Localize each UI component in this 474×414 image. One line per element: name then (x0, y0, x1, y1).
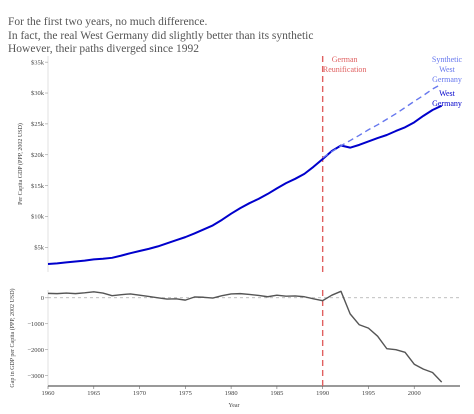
reunification-label: German (332, 55, 358, 64)
west-germany-label: Germany (432, 99, 462, 108)
gap-x-tick-label: 1975 (179, 390, 192, 397)
synthetic-west-germany-label: Synthetic (432, 55, 463, 64)
gap-x-tick-label: 1990 (316, 390, 329, 397)
gdp-panel: $5k $10k $15k $20k $25k $30k $35k Per Capita GD… (17, 55, 463, 272)
synthetic-west-germany-label: Germany (432, 75, 462, 84)
gap-x-tick-label: 1965 (87, 390, 100, 397)
gap-x-tick-label: 1980 (225, 390, 238, 397)
subtitle-line-2: In fact, the real West Germany did sligh… (8, 30, 313, 42)
west-germany-label: West (439, 89, 456, 98)
gap-y-axis-title: Gap in GDP per Capita (PPP, 2002 USD) (9, 288, 16, 387)
gap-y-tick-label: 0 (41, 295, 44, 302)
gap-x-tick-label: 1995 (362, 390, 375, 397)
west-germany-line (47, 104, 443, 265)
reunification-label: Reunification (323, 65, 367, 74)
gdp-y-tick-label: $15k (31, 183, 45, 190)
gap-x-tick-label: 1970 (133, 390, 146, 397)
gap-y-tick-label: −1000 (27, 321, 44, 328)
gap-x-axis-title: Year (228, 403, 239, 409)
subtitle-line-1: For the first two years, no much differe… (8, 16, 208, 28)
gdp-y-tick-label: $5k (34, 245, 45, 252)
gdp-y-tick-label: $30k (31, 90, 45, 97)
gap-panel: 0 −1000 −2000 −3000 1960 1965 1970 1975 1980 1985… (9, 288, 460, 409)
subtitle-line-3: However, their paths diverged since 1992 (8, 43, 199, 55)
gdp-y-tick-label: $20k (31, 152, 45, 159)
gap-y-tick-label: −3000 (27, 373, 44, 380)
gap-y-tick-label: −2000 (27, 347, 44, 354)
gdp-y-tick-label: $10k (31, 214, 45, 221)
gap-x-tick-label: 2000 (408, 390, 421, 397)
gap-x-tick-label: 1960 (42, 390, 55, 397)
chart-subtitle: For the first two years, no much differe… (8, 16, 313, 55)
gdp-y-tick-label: $35k (31, 59, 45, 66)
gdp-y-tick-label: $25k (31, 121, 45, 128)
synthetic-west-germany-label: West (439, 65, 456, 74)
gdp-gap-line (47, 290, 443, 383)
gdp-y-axis-title: Per Capita GDP (PPP, 2002 USD) (17, 123, 24, 205)
synthetic-west-germany-line (322, 83, 443, 159)
gap-x-tick-label: 1985 (270, 390, 283, 397)
